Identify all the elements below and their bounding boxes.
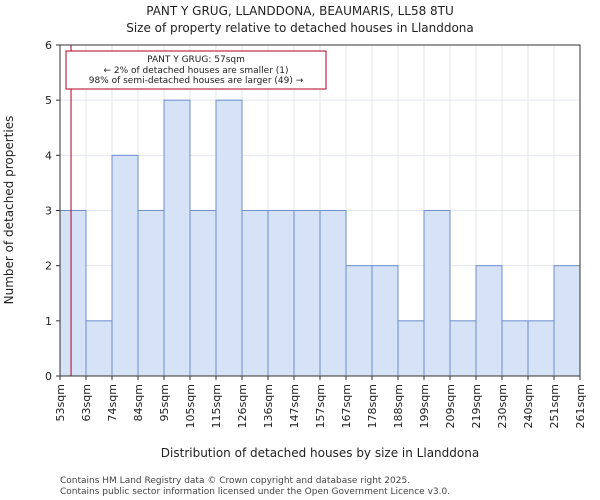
chart-title-line1: PANT Y GRUG, LLANDDONA, BEAUMARIS, LL58 … xyxy=(146,4,454,18)
bar-74sqm xyxy=(111,154,139,377)
x-tick-label: 115sqm xyxy=(210,384,223,428)
bar-136sqm xyxy=(267,210,295,377)
x-tick-label: 53sqm xyxy=(54,384,67,421)
bar-95sqm xyxy=(163,99,191,377)
x-axis-label: Distribution of detached houses by size … xyxy=(161,446,479,460)
x-tick-label: 167sqm xyxy=(340,384,353,428)
annotation-frame xyxy=(65,50,327,90)
x-tick-label: 157sqm xyxy=(314,384,327,428)
x-tick-label: 126sqm xyxy=(236,384,249,428)
y-tick-label: 4 xyxy=(45,149,52,162)
footer-line2: Contains public sector information licen… xyxy=(60,487,450,497)
bar-251sqm xyxy=(553,265,581,377)
bar-53sqm xyxy=(59,210,87,377)
x-tick-label: 178sqm xyxy=(366,384,379,428)
bar-199sqm xyxy=(423,210,451,377)
x-tick-label: 74sqm xyxy=(106,384,119,421)
bar-105sqm xyxy=(189,210,217,377)
bar-147sqm xyxy=(293,210,321,377)
chart-title-line2: Size of property relative to detached ho… xyxy=(126,21,474,35)
bar-209sqm xyxy=(449,320,477,377)
x-tick-label: 219sqm xyxy=(470,384,483,428)
annotation-line1: PANT Y GRUG: 57sqm xyxy=(147,55,245,65)
x-tick-label: 230sqm xyxy=(496,384,509,428)
annotation-box: PANT Y GRUG: 57sqm ← 2% of detached hous… xyxy=(65,50,327,90)
bar-230sqm xyxy=(501,320,529,377)
x-tick-label: 63sqm xyxy=(80,384,93,421)
annotation-line2: ← 2% of detached houses are smaller (1) xyxy=(103,66,288,76)
bar-63sqm xyxy=(85,320,113,377)
x-tick-label: 199sqm xyxy=(418,384,431,428)
x-tick-label: 209sqm xyxy=(444,384,457,428)
footer-line1: Contains HM Land Registry data © Crown c… xyxy=(60,476,410,486)
y-tick-label: 6 xyxy=(45,39,52,52)
bar-126sqm xyxy=(241,210,269,377)
bar-84sqm xyxy=(137,210,165,377)
y-axis-ticks: 0 1 2 3 4 5 6 xyxy=(45,39,60,383)
bar-188sqm xyxy=(397,320,425,377)
bars xyxy=(59,99,581,377)
plot-frame xyxy=(59,44,581,377)
y-axis-label: Number of detached properties xyxy=(2,116,16,305)
bar-115sqm xyxy=(215,99,243,377)
x-tick-label: 240sqm xyxy=(522,384,535,428)
x-tick-label: 95sqm xyxy=(158,384,171,421)
bar-219sqm xyxy=(475,265,503,377)
x-tick-label: 261sqm xyxy=(574,384,587,428)
x-tick-label: 147sqm xyxy=(288,384,301,428)
y-tick-label: 5 xyxy=(45,94,52,107)
bar-178sqm xyxy=(371,265,399,377)
x-tick-label: 136sqm xyxy=(262,384,275,428)
x-tick-label: 251sqm xyxy=(548,384,561,428)
x-tick-label: 84sqm xyxy=(132,384,145,421)
y-tick-label: 0 xyxy=(45,370,52,383)
x-tick-label: 105sqm xyxy=(184,384,197,428)
y-tick-label: 3 xyxy=(45,205,52,218)
x-tick-label: 188sqm xyxy=(392,384,405,428)
bar-157sqm xyxy=(319,210,347,377)
bar-240sqm xyxy=(527,320,555,377)
annotation-line3: 98% of semi-detached houses are larger (… xyxy=(89,76,304,86)
bar-167sqm xyxy=(345,265,373,377)
y-tick-label: 1 xyxy=(45,315,52,328)
y-tick-label: 2 xyxy=(45,260,52,273)
x-axis-ticks: 53sqm 63sqm 74sqm 84sqm 95sqm 105sqm 115sqm 126… xyxy=(54,376,587,428)
